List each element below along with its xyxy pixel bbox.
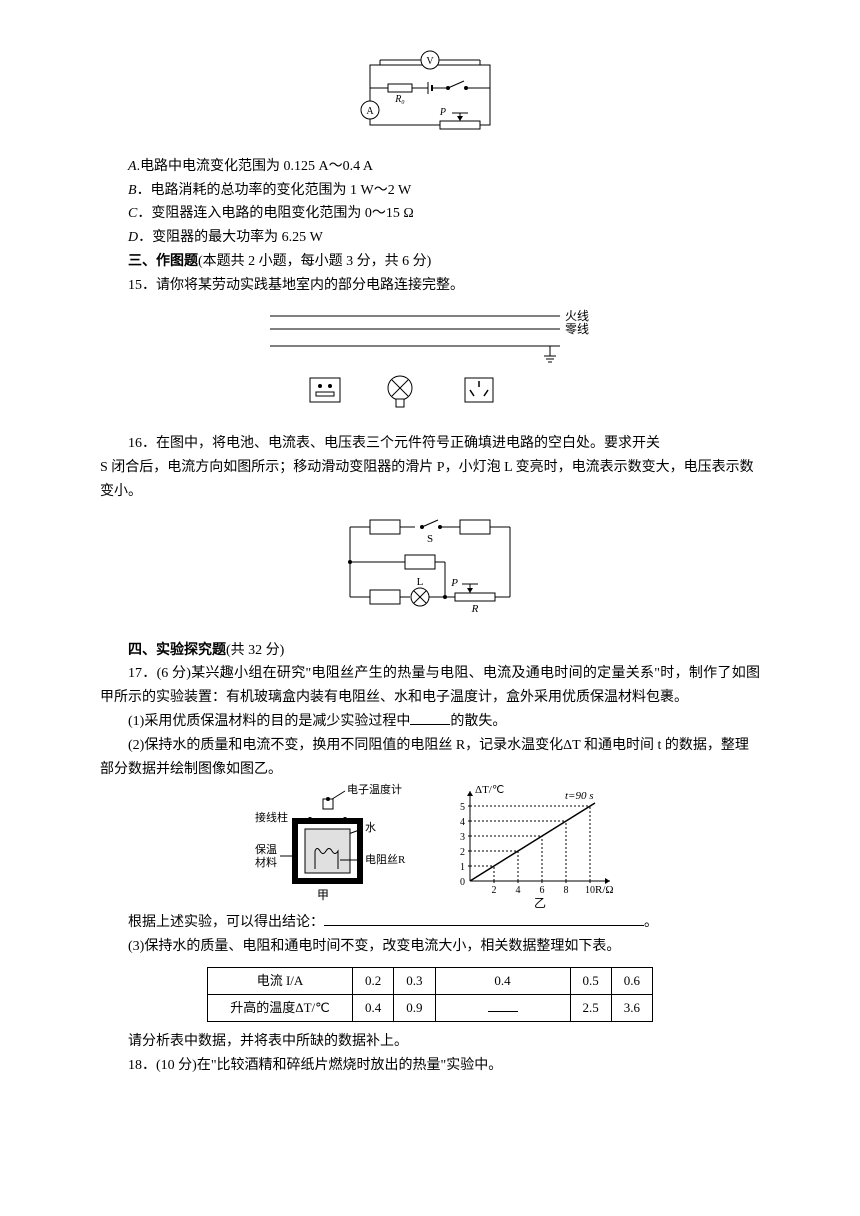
svg-text:2: 2 [492,885,497,896]
circuit-diagram-top: V R₀ A P [100,48,760,147]
chart-diagram: ΔT/℃ R/Ω 0 1 2 3 4 5 2 4 6 8 10 [445,781,625,911]
svg-text:4: 4 [516,885,521,896]
q17-intro: 17．(6 分)某兴趣小组在研究"电阻丝产生的热量与电阻、电流及通电时间的定量关… [100,662,760,710]
q15-text: 15．请你将某劳动实践基地室内的部分电路连接完整。 [100,274,760,298]
svg-text:3: 3 [460,832,465,843]
svg-text:8: 8 [564,885,569,896]
y-axis-label: ΔT/℃ [475,784,504,796]
table-r2-label: 升高的温度ΔT/℃ [208,995,353,1022]
q17-part3: (3)保持水的质量、电阻和通电时间不变，改变电流大小，相关数据整理如下表。 [100,935,760,959]
x-axis-label: R/Ω [595,884,614,896]
q17-part2: (2)保持水的质量和电流不变，换用不同阻值的电阻丝 R，记录水温变化ΔT 和通电… [100,734,760,782]
switch-label: S [427,533,433,545]
q16-diagram: S L P R [100,512,760,631]
resistor-wire-label: 电阻丝R [365,853,406,866]
svg-text:4: 4 [460,817,465,828]
q16-text2: S 闭合后，电流方向如图所示；移动滑动变阻器的滑片 P，小灯泡 L 变亮时，电流… [100,456,760,504]
device-caption: 甲 [317,888,329,902]
option-c: C．变阻器连入电路的电阻变化范围为 0～15 Ω [100,202,760,226]
svg-text:6: 6 [540,885,545,896]
option-d: D．变阻器的最大功率为 6.25 W [100,226,760,250]
q17-conclusion: 根据上述实验，可以得出结论：。 [100,911,760,935]
resistor-label: R₀ [394,94,405,105]
device-diagram: 电子温度计 接线柱 水 保温 材料 电阻丝R 甲 [235,781,425,911]
rheostat-label: R [471,603,479,615]
svg-text:0: 0 [460,877,465,888]
neutral-wire-label: 零线 [565,322,589,336]
q17-table-note: 请分析表中数据，并将表中所缺的数据补上。 [100,1030,760,1054]
slider-p-label: P [450,577,458,589]
insulation-label1: 保温 [255,842,277,856]
section3-title: 三、作图题(本题共 2 小题，每小题 3 分，共 6 分) [100,250,760,274]
ammeter-label: A [366,106,374,117]
svg-text:5: 5 [460,802,465,813]
q17-table: 电流 I/A 0.2 0.3 0.4 0.5 0.6 升高的温度ΔT/℃ 0.4… [207,967,653,1022]
terminal-label: 接线柱 [255,810,288,824]
svg-text:2: 2 [460,847,465,858]
live-wire-label: 火线 [565,309,589,323]
section4-title: 四、实验探究题(共 32 分) [100,639,760,663]
slider-label: P [439,107,446,118]
q15-diagram: 火线 零线 [100,306,760,425]
q17-part1: (1)采用优质保温材料的目的是减少实验过程中的散失。 [100,710,760,734]
lamp-label: L [417,576,424,588]
table-r1-label: 电流 I/A [208,967,353,994]
q18-text: 18．(10 分)在"比较酒精和碎纸片燃烧时放出的热量"实验中。 [100,1054,760,1078]
chart-caption: 乙 [534,896,546,910]
q17-charts: 电子温度计 接线柱 水 保温 材料 电阻丝R 甲 ΔT/℃ R/Ω 0 1 2 [100,781,760,911]
svg-text:1: 1 [460,862,465,873]
q16-text1: 16．在图中，将电池、电流表、电压表三个元件符号正确填进电路的空白处。要求开关 [100,432,760,456]
svg-text:10: 10 [585,885,595,896]
thermometer-label: 电子温度计 [347,782,402,796]
water-label: 水 [365,821,376,834]
voltmeter-label: V [426,56,434,67]
insulation-label2: 材料 [255,855,277,869]
option-b: B．电路消耗的总功率的变化范围为 1 W～2 W [100,179,760,203]
option-a: A.电路中电流变化范围为 0.125 A～0.4 A [100,155,760,179]
time-label: t=90 s [565,790,594,802]
